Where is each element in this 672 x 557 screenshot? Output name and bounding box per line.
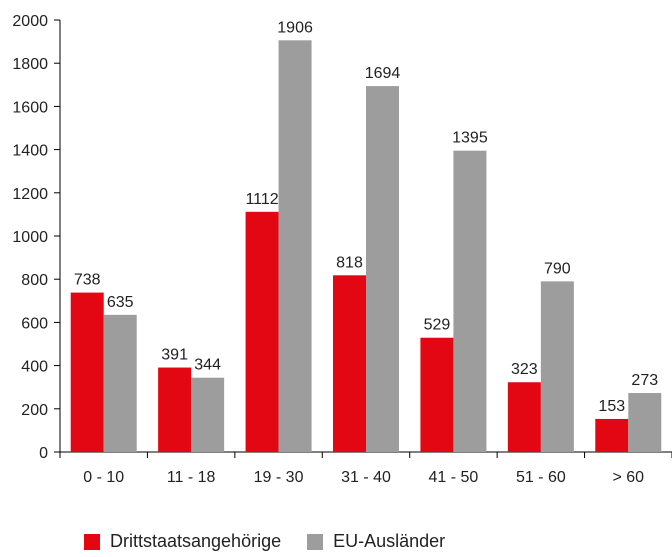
data-label: 273 <box>631 372 658 389</box>
x-tick-label: 11 - 18 <box>167 469 216 486</box>
data-label: 635 <box>107 294 134 311</box>
data-label: 344 <box>194 357 221 374</box>
data-label: 1395 <box>452 130 488 147</box>
data-label: 153 <box>598 398 625 415</box>
bar <box>245 211 279 452</box>
bar <box>191 377 225 452</box>
x-tick-label: 51 - 60 <box>516 469 566 486</box>
legend-swatch-eu-auslaender <box>307 533 324 550</box>
bar <box>420 337 454 452</box>
bar <box>540 281 574 452</box>
data-label: 1906 <box>277 19 313 36</box>
x-tick-label: 41 - 50 <box>429 469 479 486</box>
x-tick-label: 31 - 40 <box>341 469 391 486</box>
data-label: 790 <box>544 260 571 277</box>
legend: Drittstaatsangehörige EU-Ausländer <box>84 531 445 552</box>
data-label: 738 <box>74 272 101 289</box>
bar <box>507 382 541 452</box>
y-tick-label: 2000 <box>12 13 48 30</box>
y-tick-label: 600 <box>21 315 48 332</box>
bar <box>70 292 104 452</box>
y-tick-label: 1200 <box>12 186 48 203</box>
bar <box>366 86 399 452</box>
bar <box>103 314 137 452</box>
bar <box>595 418 629 452</box>
bar <box>453 150 487 452</box>
bar <box>628 393 662 452</box>
data-label: 323 <box>511 361 538 378</box>
x-tick-label: 0 - 10 <box>83 469 124 486</box>
legend-item-drittstaatsangehoerige: Drittstaatsangehörige <box>84 531 281 552</box>
legend-label-eu-auslaender: EU-Ausländer <box>333 531 446 551</box>
bar <box>158 367 192 452</box>
data-label: 1112 <box>245 191 278 208</box>
x-tick-label: > 60 <box>612 469 644 486</box>
legend-label-drittstaatsangehoerige: Drittstaatsangehörige <box>110 531 282 551</box>
x-tick-label: 19 - 30 <box>254 469 304 486</box>
y-tick-label: 1400 <box>12 143 48 160</box>
y-tick-label: 400 <box>21 359 48 376</box>
data-label: 1694 <box>365 65 401 82</box>
bar <box>333 275 366 452</box>
legend-swatch-drittstaatsangehoerige <box>84 533 100 550</box>
data-label: 529 <box>424 317 451 334</box>
data-label: 818 <box>336 254 363 271</box>
legend-item-eu-auslaender: EU-Ausländer <box>307 531 445 552</box>
data-label: 391 <box>161 347 188 364</box>
y-tick-label: 1800 <box>12 56 48 73</box>
y-tick-label: 1000 <box>12 229 48 246</box>
bar <box>278 40 312 452</box>
y-tick-label: 200 <box>21 402 48 419</box>
y-tick-label: 1600 <box>12 99 48 116</box>
y-tick-label: 800 <box>21 272 48 289</box>
y-tick-label: 0 <box>39 445 48 462</box>
